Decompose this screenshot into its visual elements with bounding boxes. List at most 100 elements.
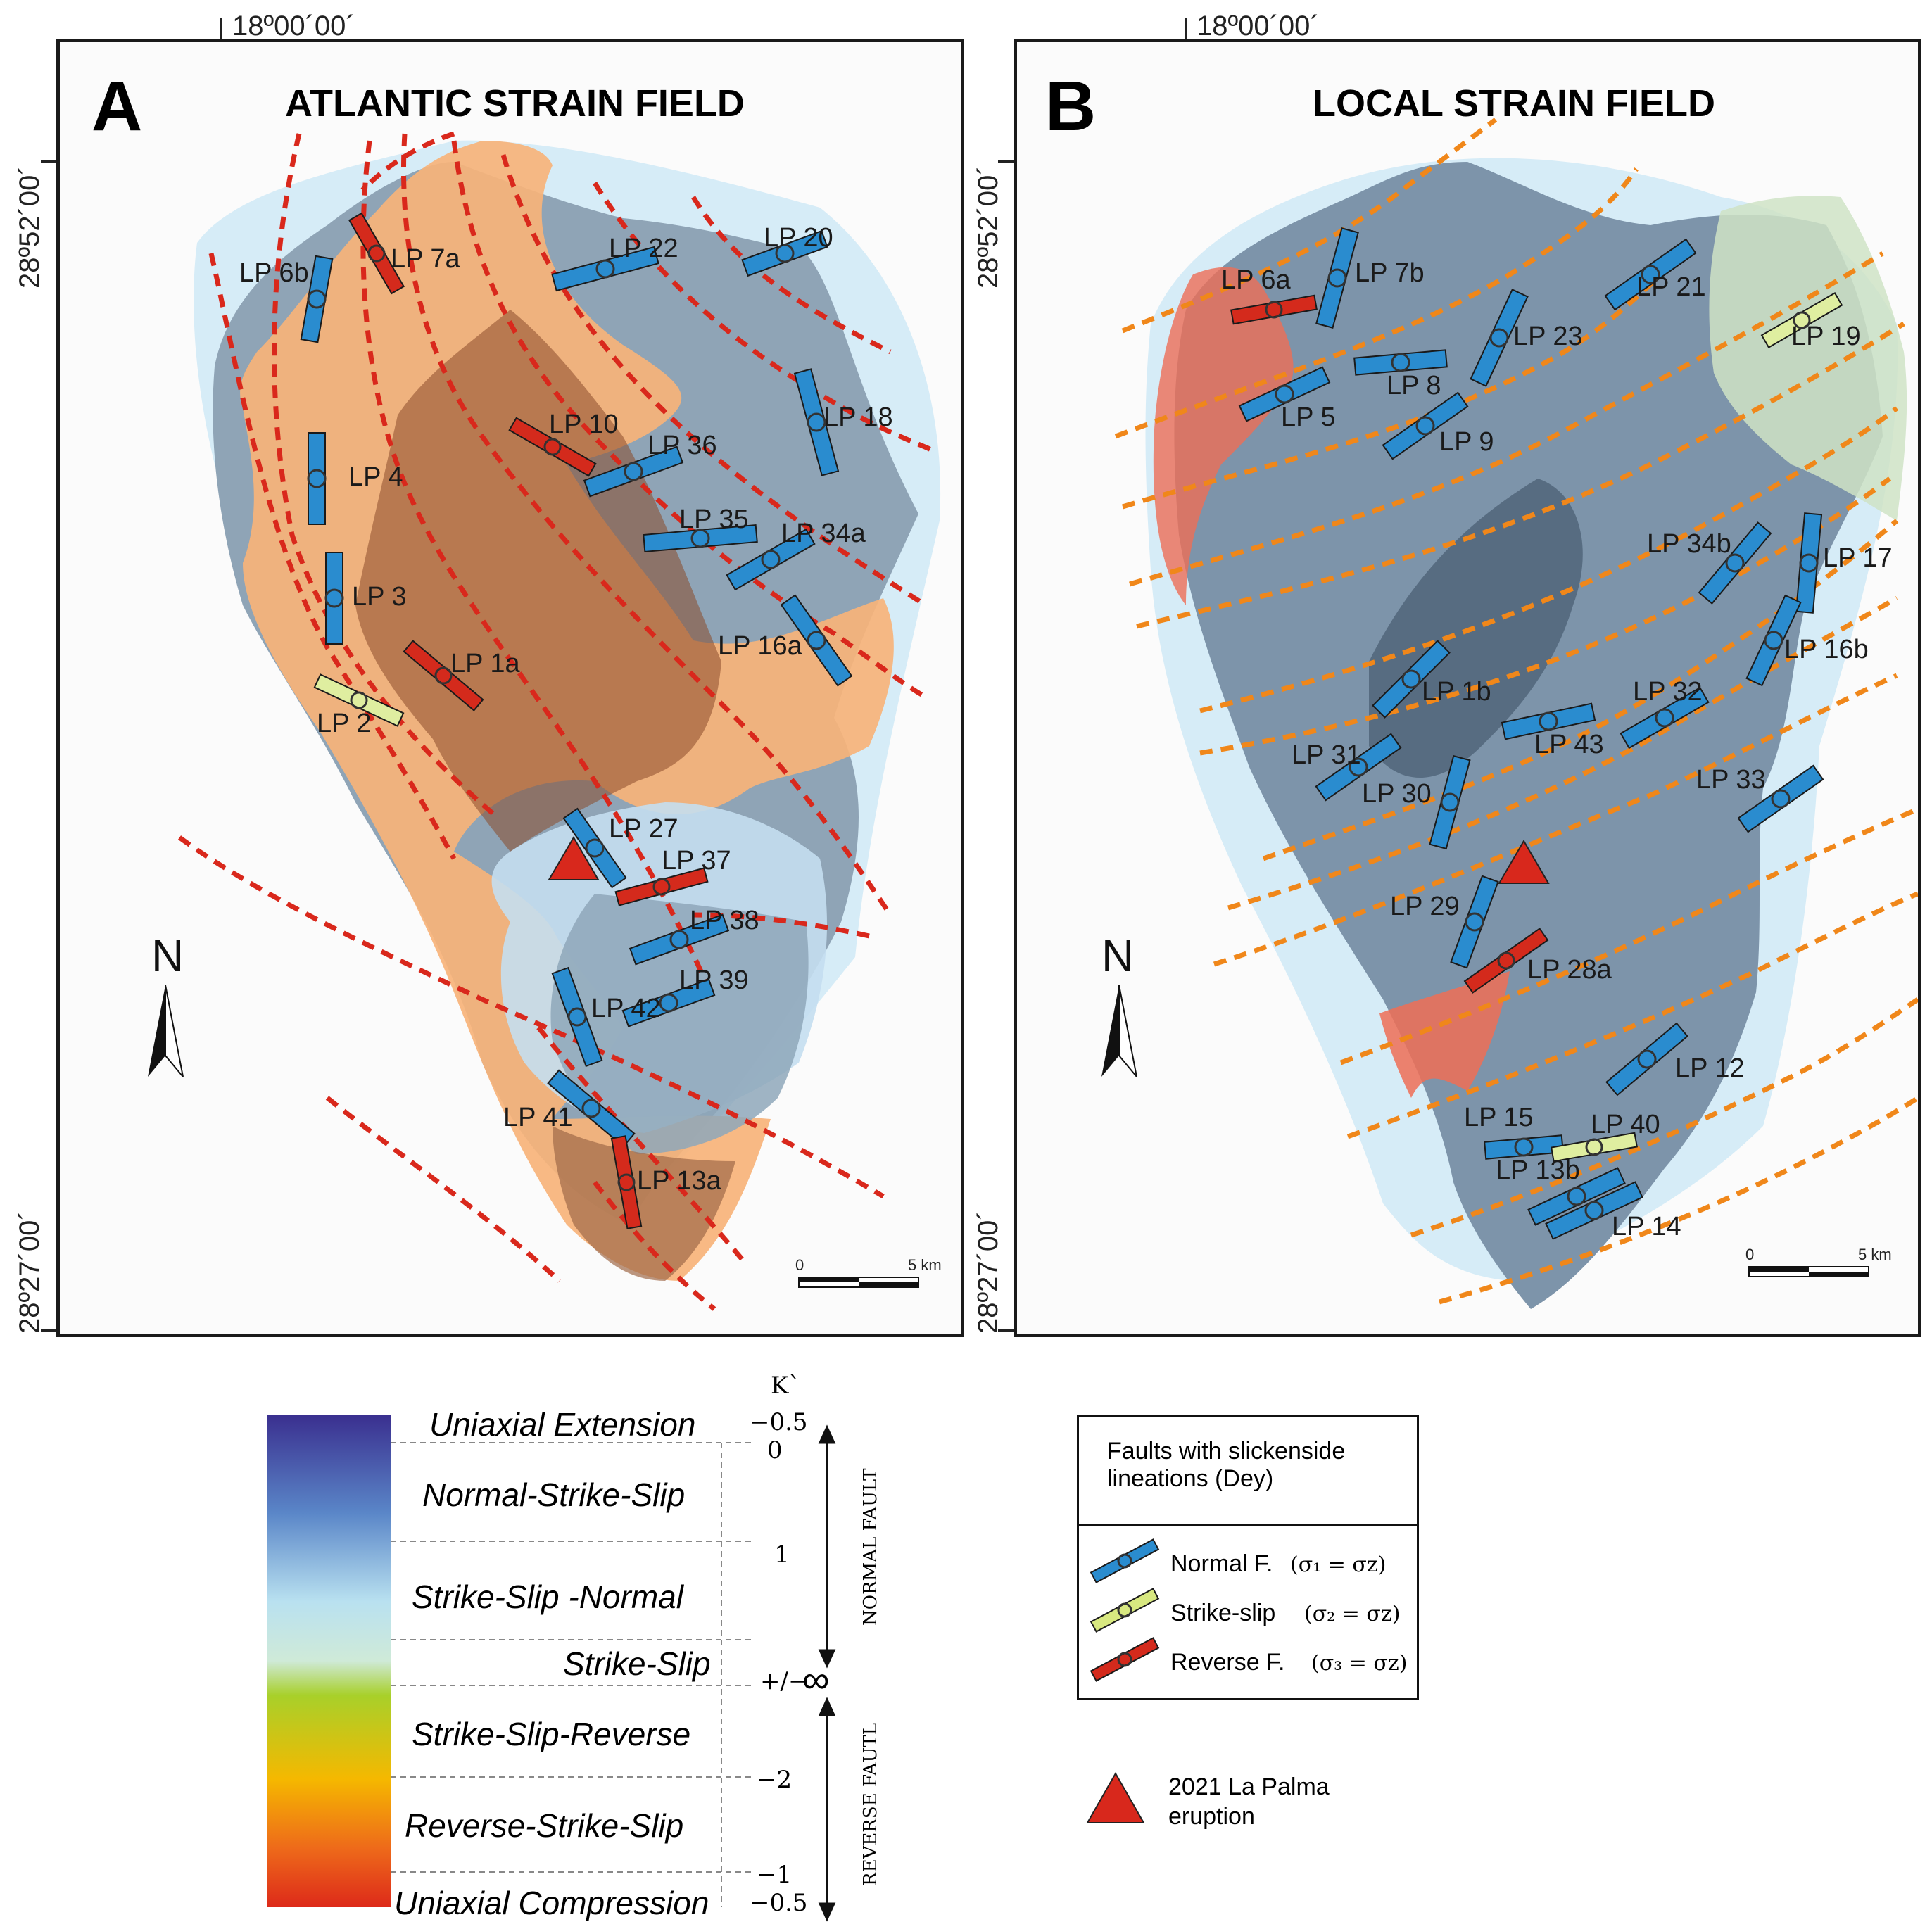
scale-bar-a: 0 5 km — [795, 1256, 942, 1288]
strain-zone-red-nw — [1153, 267, 1294, 605]
strain-categories: Uniaxial Extension Normal-Strike-Slip St… — [394, 1406, 711, 1921]
site-label: LP 40 — [1591, 1110, 1660, 1139]
site-label: LP 42 — [591, 994, 661, 1023]
panel-title-b: LOCAL STRAIN FIELD — [1313, 82, 1715, 125]
cat-label: Normal-Strike-Slip — [422, 1476, 685, 1513]
map-panel-local: LP 6a LP 7b LP 21 LP 23 LP 19 LP 8 LP 5 … — [1014, 39, 1921, 1337]
site-label: LP 32 — [1633, 677, 1703, 707]
site-label: LP 5 — [1281, 403, 1335, 432]
site-label: LP 12 — [1675, 1054, 1745, 1083]
svg-text:0: 0 — [795, 1256, 804, 1274]
island-relief-brown — [355, 310, 721, 852]
fault-legend: Faults with slickenside lineations (Dey)… — [1077, 1415, 1419, 1700]
site-label: LP 14 — [1612, 1212, 1681, 1241]
eruption-legend-triangle — [1086, 1771, 1145, 1823]
svg-text:−2: −2 — [757, 1766, 792, 1794]
site-label: LP 6a — [1221, 265, 1291, 295]
site-label: LP 1a — [450, 649, 520, 678]
svg-text:5 km: 5 km — [908, 1256, 942, 1274]
cat-label: Uniaxial Compression — [394, 1885, 709, 1921]
legend-reverse-label: Reverse F. — [1170, 1649, 1285, 1676]
site-label: LP 4 — [348, 462, 403, 492]
site-label: LP 10 — [549, 410, 619, 439]
site-label: LP 41 — [503, 1103, 573, 1132]
site-label: LP 13a — [637, 1166, 722, 1196]
k-colorbar — [267, 1415, 391, 1907]
site-label: LP 3 — [352, 582, 406, 612]
site-label: LP 33 — [1696, 765, 1766, 795]
site-label: LP 8 — [1387, 371, 1441, 400]
site-label: LP 28a — [1527, 955, 1612, 985]
site-label: LP 36 — [648, 431, 717, 460]
lat-label-b-bottom: 28º27´00´ — [973, 1210, 1004, 1334]
k-label: K` — [771, 1372, 800, 1400]
lat-label-a-bottom: 28º27´00´ — [14, 1210, 45, 1334]
strain-zone-green-ne — [1709, 196, 1907, 521]
north-arrow-a: N — [148, 930, 184, 1077]
panel-letter-a: A — [91, 67, 142, 146]
eruption-triangle-b — [1498, 840, 1550, 884]
site-label: LP 18 — [823, 403, 893, 432]
site-label: LP 21 — [1636, 272, 1706, 302]
reverse-fault-label: REVERSE FAUTL — [860, 1723, 881, 1886]
site-label: LP 16a — [718, 631, 803, 661]
site-label: LP 35 — [679, 505, 749, 534]
k-values: −0.5 0 1 +/− ∞ −2 −1 −0.5 — [750, 1408, 830, 1917]
site-label: LP 2 — [317, 709, 371, 738]
svg-text:5 km: 5 km — [1858, 1246, 1892, 1263]
svg-text:−1: −1 — [757, 1861, 792, 1889]
site-label: LP 27 — [609, 814, 678, 844]
lat-tick-b-bottom — [998, 1329, 1015, 1332]
lat-label-b-top: 28º52´00´ — [973, 165, 1004, 289]
svg-text:+/−: +/− — [760, 1667, 808, 1695]
site-labels-a: LP 6b LP 7a LP 22 LP 20 LP 4 LP 10 LP 36… — [239, 223, 893, 1196]
lon-label-b: 18º00´00´ — [1197, 11, 1320, 42]
site-label: LP 23 — [1513, 322, 1583, 351]
eruption-label-1: 2021 La Palma — [1168, 1773, 1330, 1800]
cat-label: Strike-Slip — [563, 1645, 711, 1682]
svg-text:0: 0 — [1745, 1246, 1754, 1263]
island-relief-b — [1174, 162, 1883, 1309]
svg-text:−0.5: −0.5 — [750, 1408, 808, 1436]
site-label: LP 43 — [1534, 730, 1604, 759]
site-label: LP 15 — [1464, 1103, 1534, 1132]
site-label: LP 30 — [1362, 779, 1432, 809]
site-label: LP 19 — [1791, 322, 1861, 351]
site-label: LP 9 — [1439, 427, 1494, 457]
cat-label: Reverse-Strike-Slip — [405, 1807, 683, 1844]
svg-text:0: 0 — [767, 1436, 783, 1465]
site-label: LP 34b — [1647, 529, 1731, 559]
fault-legend-items: Normal F. (σ₁ = σz) Strike-slip (σ₂ = σz… — [1090, 1538, 1407, 1682]
relief-south-blue — [550, 894, 809, 1154]
lat-label-a-top: 28º52´00´ — [14, 165, 45, 289]
site-label: LP 7a — [391, 244, 460, 274]
map-b-svg: LP 6a LP 7b LP 21 LP 23 LP 19 LP 8 LP 5 … — [1045, 67, 1918, 1309]
cat-label: Strike-Slip-Reverse — [412, 1716, 690, 1752]
svg-text:N: N — [151, 930, 184, 981]
svg-text:N: N — [1101, 930, 1134, 981]
map-panel-atlantic: LP 6b LP 7a LP 22 LP 20 LP 4 LP 10 LP 36… — [56, 39, 964, 1337]
legend-strike-formula: (σ₂ = σz) — [1304, 1602, 1400, 1626]
strain-legend: K` Uniaxial Extension Normal-Strike-Slip… — [267, 1372, 881, 1922]
panel-letter-b: B — [1045, 67, 1096, 146]
relief-south-brown — [553, 1126, 735, 1281]
fault-symbols-a — [300, 212, 853, 1229]
site-labels-b: LP 6a LP 7b LP 21 LP 23 LP 19 LP 8 LP 5 … — [1221, 258, 1893, 1241]
strain-field-lines-b — [1114, 118, 1918, 1305]
site-label: LP 7b — [1355, 258, 1425, 288]
eruption-label-2: eruption — [1168, 1803, 1255, 1830]
site-label: LP 29 — [1390, 892, 1460, 921]
cat-label: Uniaxial Extension — [429, 1406, 695, 1443]
lon-tick-b — [1185, 18, 1187, 40]
site-label: LP 16b — [1784, 635, 1869, 664]
legend-strike-label: Strike-slip — [1170, 1600, 1275, 1626]
normal-fault-label: NORMAL FAULT — [860, 1468, 881, 1626]
lon-label-a: 18º00´00´ — [232, 11, 355, 42]
scale-bar-b: 0 5 km — [1745, 1246, 1892, 1277]
site-label: LP 20 — [764, 223, 833, 253]
strain-field-lines — [177, 131, 934, 1311]
relief-dark-center — [1369, 479, 1583, 778]
site-label: LP 13b — [1496, 1156, 1580, 1185]
site-label: LP 6b — [239, 258, 309, 288]
legend-normal-label: Normal F. — [1170, 1550, 1273, 1577]
